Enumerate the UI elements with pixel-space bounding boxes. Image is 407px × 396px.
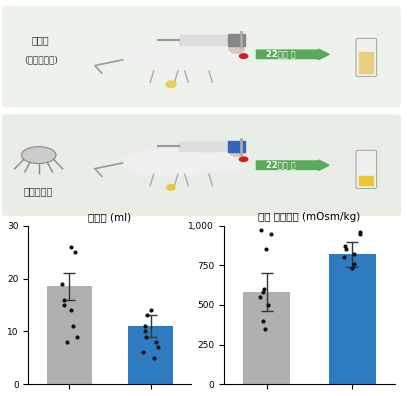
- Circle shape: [239, 157, 248, 162]
- Ellipse shape: [167, 185, 175, 190]
- Point: [260, 289, 266, 295]
- Ellipse shape: [123, 150, 219, 176]
- Text: 대조군: 대조군: [32, 35, 50, 45]
- Point: [260, 318, 266, 324]
- Bar: [328, 254, 376, 384]
- Bar: [359, 51, 373, 73]
- Point: [341, 254, 348, 261]
- FancyBboxPatch shape: [356, 150, 376, 188]
- Point: [148, 307, 154, 313]
- Ellipse shape: [204, 48, 249, 69]
- FancyBboxPatch shape: [2, 114, 401, 216]
- Point: [73, 333, 80, 340]
- FancyArrow shape: [256, 49, 329, 59]
- Point: [68, 307, 74, 313]
- Point: [140, 349, 146, 356]
- Point: [357, 229, 363, 235]
- Point: [142, 333, 149, 340]
- Circle shape: [239, 54, 248, 58]
- Title: 소변 삼투농도 (mOsm/kg): 소변 삼투농도 (mOsm/kg): [258, 212, 361, 222]
- FancyArrow shape: [256, 160, 329, 170]
- Point: [64, 339, 70, 345]
- Text: 22시간 후: 22시간 후: [266, 50, 295, 59]
- Bar: [228, 34, 245, 46]
- Point: [262, 326, 269, 332]
- FancyBboxPatch shape: [2, 6, 401, 108]
- Point: [258, 227, 265, 233]
- Bar: [47, 286, 92, 384]
- FancyBboxPatch shape: [356, 38, 376, 76]
- Bar: [179, 142, 241, 151]
- Point: [268, 230, 275, 237]
- Point: [351, 251, 357, 257]
- Point: [72, 249, 79, 255]
- Point: [68, 244, 74, 250]
- Ellipse shape: [21, 147, 56, 164]
- Ellipse shape: [229, 44, 245, 53]
- Text: 22시간 후: 22시간 후: [266, 161, 295, 170]
- Title: 소변량 (ml): 소변량 (ml): [88, 212, 131, 222]
- Point: [257, 294, 264, 300]
- Bar: [228, 141, 245, 152]
- Bar: [243, 292, 290, 384]
- Point: [70, 323, 76, 329]
- Ellipse shape: [123, 47, 219, 73]
- Point: [357, 230, 363, 237]
- Bar: [359, 176, 373, 185]
- Ellipse shape: [229, 147, 245, 156]
- Bar: [128, 326, 173, 384]
- Point: [349, 265, 356, 272]
- Point: [142, 323, 149, 329]
- Point: [60, 302, 67, 308]
- Ellipse shape: [166, 81, 176, 88]
- Point: [341, 243, 348, 249]
- Point: [155, 344, 162, 350]
- Point: [265, 302, 272, 308]
- Point: [142, 328, 149, 335]
- Text: 세파로토신: 세파로토신: [24, 186, 53, 196]
- Point: [343, 246, 350, 253]
- Point: [153, 339, 159, 345]
- Point: [350, 261, 357, 267]
- Bar: [179, 35, 241, 45]
- Point: [59, 281, 65, 287]
- Point: [60, 297, 67, 303]
- Ellipse shape: [204, 151, 249, 171]
- Point: [263, 246, 269, 253]
- Point: [151, 354, 157, 361]
- Text: (생리식염수): (생리식염수): [24, 55, 58, 65]
- Point: [144, 312, 151, 319]
- Point: [261, 286, 267, 292]
